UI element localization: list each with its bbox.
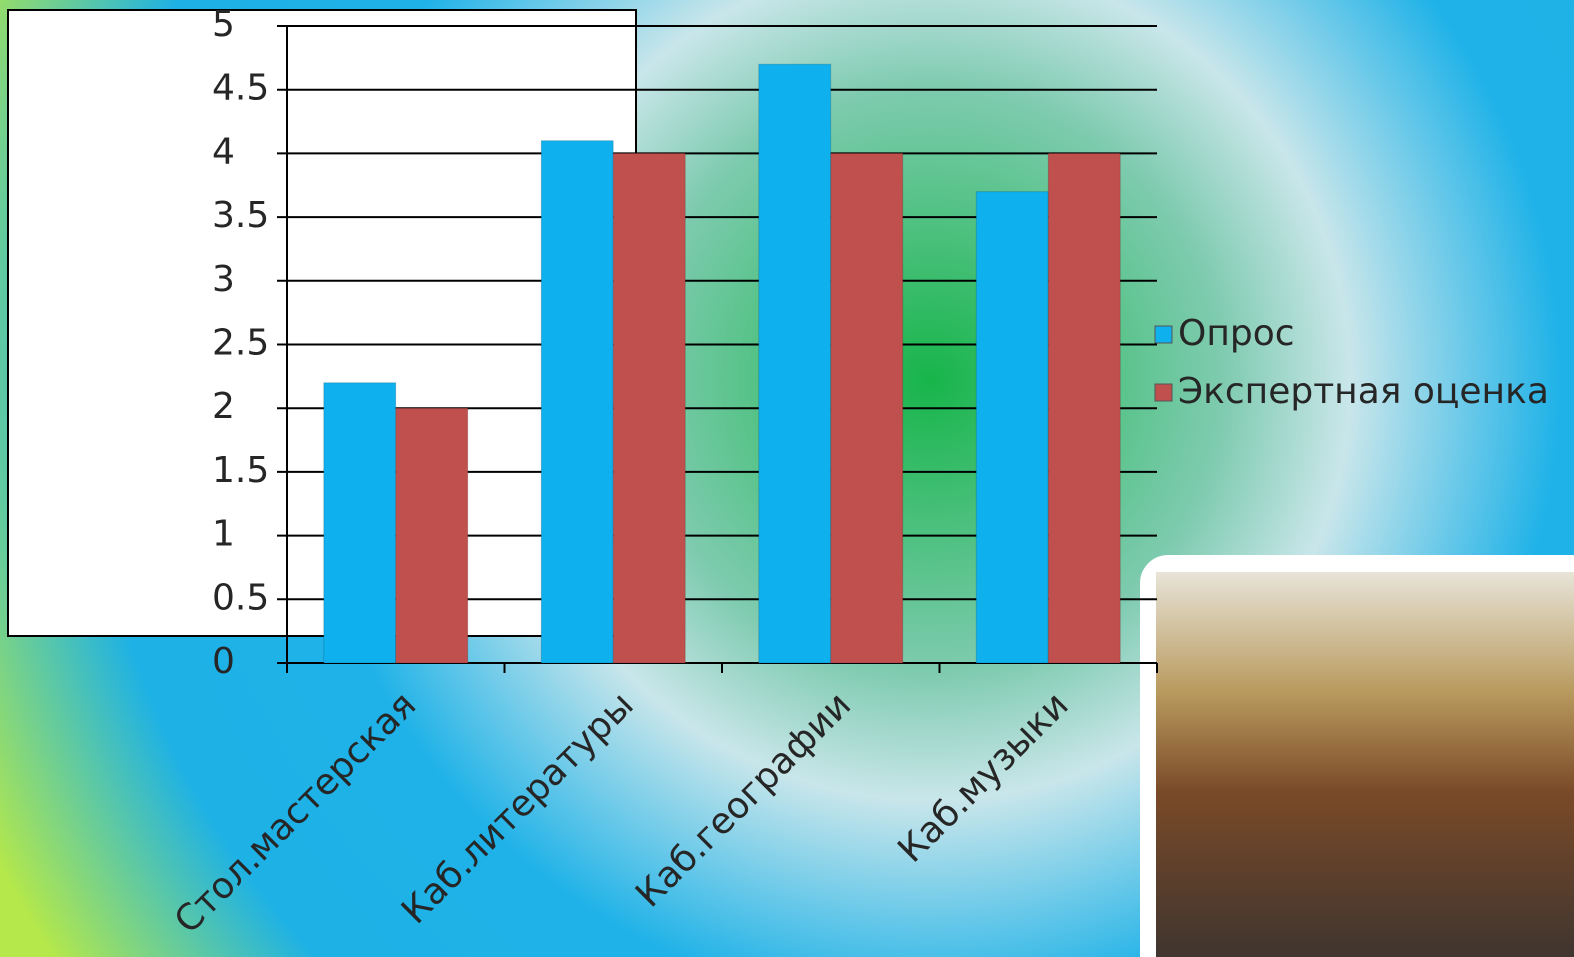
white-panel	[7, 9, 637, 637]
y-tick-label: 0	[212, 641, 235, 682]
legend-label: Экспертная оценка	[1178, 371, 1549, 412]
bar	[395, 407, 469, 664]
bar	[758, 63, 832, 664]
y-tick-label: 3	[212, 259, 235, 300]
y-tick-label: 1.5	[212, 450, 269, 491]
y-tick-label: 3.5	[212, 195, 269, 236]
legend-swatch	[1154, 325, 1173, 344]
y-tick-label: 4	[212, 131, 235, 172]
bar	[975, 191, 1049, 664]
legend-label: Опрос	[1178, 313, 1295, 354]
bar	[612, 152, 686, 664]
bar	[830, 152, 904, 664]
y-tick-label: 1	[212, 514, 235, 555]
y-tick-label: 2	[212, 386, 235, 427]
y-tick-label: 4.5	[212, 68, 269, 109]
classroom-photo	[1156, 572, 1574, 957]
y-tick-label: 0.5	[212, 577, 269, 618]
bar	[323, 382, 397, 664]
bar	[540, 140, 614, 664]
bar	[1047, 152, 1121, 664]
y-tick-label: 5	[212, 4, 235, 45]
y-tick-label: 2.5	[212, 323, 269, 364]
legend-swatch	[1154, 383, 1173, 402]
